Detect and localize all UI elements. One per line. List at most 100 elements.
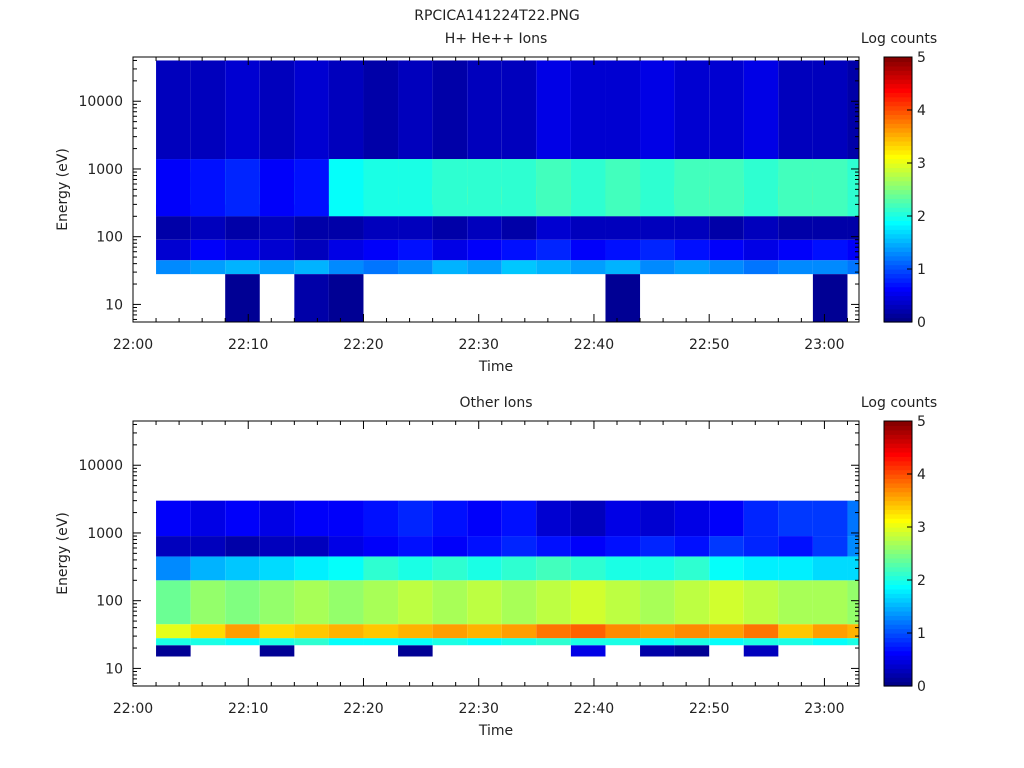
colorbar-step xyxy=(884,650,912,656)
colorbar-step xyxy=(884,282,912,288)
colorbar-step xyxy=(884,518,912,524)
heatmap-cell xyxy=(570,500,606,537)
colorbar-tick-label: 1 xyxy=(917,626,926,642)
panel-title: Other Ions xyxy=(459,395,532,411)
heatmap-cell xyxy=(225,638,260,646)
y-tick-label: 1000 xyxy=(87,162,123,178)
heatmap-cell xyxy=(709,638,744,646)
colorbar-step xyxy=(884,575,912,581)
x-tick-label: 22:00 xyxy=(113,701,153,717)
colorbar-step xyxy=(884,513,912,519)
heatmap-cell xyxy=(709,60,744,160)
heatmap-cell xyxy=(432,638,468,646)
heatmap-cell xyxy=(778,159,813,217)
heatmap-cell xyxy=(812,159,848,217)
heatmap-cell xyxy=(674,645,710,657)
colorbar-step xyxy=(884,509,912,515)
heatmap-cell xyxy=(709,239,744,261)
colorbar-step xyxy=(884,193,912,199)
colorbar-step xyxy=(884,158,912,164)
heatmap-cell xyxy=(640,624,675,639)
x-tick-label: 22:20 xyxy=(343,701,383,717)
heatmap-cell xyxy=(605,260,641,275)
heatmap-cell xyxy=(847,159,859,217)
colorbar-frame xyxy=(883,420,913,687)
heatmap-cell xyxy=(328,500,364,537)
heatmap-cell xyxy=(156,556,191,581)
heatmap-cell xyxy=(190,580,226,625)
colorbar-step xyxy=(884,220,912,226)
heatmap-cell xyxy=(398,60,433,160)
colorbar-step xyxy=(884,584,912,590)
heatmap-cell xyxy=(709,624,744,639)
y-tick-label: 10000 xyxy=(78,94,123,110)
colorbar-tick-label: 3 xyxy=(917,156,926,172)
heatmap-cell xyxy=(536,624,571,639)
heatmap-cell xyxy=(674,239,710,261)
heatmap-cell xyxy=(225,580,260,625)
heatmap-cell xyxy=(294,216,329,240)
colorbar-step xyxy=(884,132,912,138)
x-tick-label: 22:00 xyxy=(113,337,153,353)
colorbar-step xyxy=(884,465,912,471)
heatmap-cell xyxy=(190,536,226,557)
x-tick-label: 23:00 xyxy=(804,337,844,353)
heatmap-cell xyxy=(536,159,571,217)
heatmap-cell xyxy=(398,580,433,625)
colorbar-step xyxy=(884,171,912,177)
heatmap-cell xyxy=(674,638,710,646)
colorbar-step xyxy=(884,549,912,555)
heatmap-cell xyxy=(847,60,859,160)
heatmap-cell xyxy=(225,624,260,639)
heatmap-cell xyxy=(259,260,295,275)
colorbar-step xyxy=(884,500,912,506)
heatmap-cell xyxy=(156,239,191,261)
colorbar-step xyxy=(884,663,912,669)
heatmap-cell xyxy=(363,638,399,646)
heatmap-cell xyxy=(501,624,537,639)
heatmap-cell xyxy=(294,159,329,217)
colorbar-tick-label: 5 xyxy=(917,50,926,66)
heatmap-cell xyxy=(225,216,260,240)
heatmap-cell xyxy=(190,159,226,217)
heatmap-cell xyxy=(812,239,848,261)
heatmap-cell xyxy=(743,260,779,275)
colorbar-step xyxy=(884,624,912,630)
heatmap-cell xyxy=(432,500,468,537)
x-axis-label: Time xyxy=(478,359,513,375)
heatmap-cell xyxy=(190,500,226,537)
heatmap-cell xyxy=(847,580,859,625)
heatmap-cell xyxy=(294,556,329,581)
heatmap-cell xyxy=(467,624,502,639)
heatmap-cell xyxy=(605,274,641,322)
heatmap-cell xyxy=(674,500,710,537)
colorbar-step xyxy=(884,434,912,440)
heatmap-cell xyxy=(259,624,295,639)
heatmap-cell xyxy=(812,216,848,240)
heatmap-cell xyxy=(812,638,848,646)
heatmap-cell xyxy=(570,645,606,657)
heatmap-cell xyxy=(190,239,226,261)
colorbar-step xyxy=(884,87,912,93)
colorbar-tick-label: 5 xyxy=(917,414,926,430)
colorbar-step xyxy=(884,251,912,257)
heatmap-cell xyxy=(190,556,226,581)
heatmap-cell xyxy=(812,556,848,581)
colorbar-step xyxy=(884,70,912,76)
colorbar-step xyxy=(884,588,912,594)
x-tick-label: 22:30 xyxy=(459,701,499,717)
heatmap-cell xyxy=(294,624,329,639)
heatmap-cell xyxy=(674,536,710,557)
heatmap-cell xyxy=(778,216,813,240)
colorbar-step xyxy=(884,110,912,116)
panel-title: H+ He++ Ions xyxy=(445,31,548,47)
heatmap-cell xyxy=(259,159,295,217)
colorbar-step xyxy=(884,571,912,577)
heatmap-cell xyxy=(674,624,710,639)
colorbar-step xyxy=(884,443,912,449)
heatmap-cell xyxy=(328,274,364,322)
colorbar-step xyxy=(884,317,912,323)
heatmap-cell xyxy=(156,580,191,625)
heatmap-cell xyxy=(467,239,502,261)
